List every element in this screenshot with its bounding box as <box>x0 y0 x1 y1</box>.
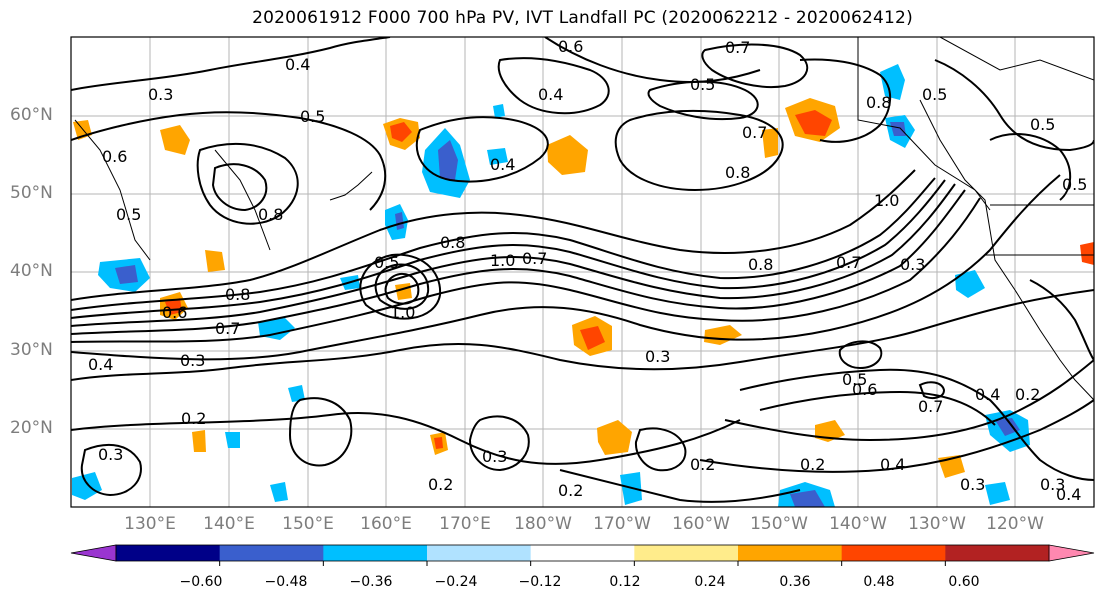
lon-label-160w: 160°W <box>672 514 730 534</box>
contour-label: 0.6 <box>102 147 127 166</box>
contour-label: 0.8 <box>725 163 750 182</box>
lat-label-40n: 40°N <box>10 261 53 281</box>
contour-label: 0.3 <box>1040 475 1065 494</box>
contour-label: 0.2 <box>690 455 715 474</box>
contour-label: 0.7 <box>836 253 861 272</box>
contour-label: 0.7 <box>215 319 240 338</box>
contour-label: 0.5 <box>374 253 399 272</box>
contour-label: 0.3 <box>482 447 507 466</box>
colorbar-tick-label: 0.36 <box>779 574 811 590</box>
coastlines <box>74 37 1094 401</box>
contour-label: 0.4 <box>1056 485 1081 504</box>
contour-label: 0.2 <box>558 481 583 500</box>
lon-label-170w: 170°W <box>593 514 651 534</box>
contour-label: 0.4 <box>285 55 310 74</box>
colorbar-tick-label: 0.48 <box>863 574 895 590</box>
contour-label: 0.3 <box>180 351 205 370</box>
colorbar-tick-label: 0.60 <box>948 574 980 590</box>
contour-label: 0.4 <box>490 155 515 174</box>
lon-label-120w: 120°W <box>986 514 1044 534</box>
lon-label-150e: 150°E <box>282 514 334 534</box>
contour-label: 0.8 <box>225 285 250 304</box>
colorbar-tick-label: −0.12 <box>518 574 562 590</box>
contour-label: 0.6 <box>852 380 877 399</box>
contour-label: 0.5 <box>690 75 715 94</box>
contour-label: 0.6 <box>558 37 583 56</box>
pv-contours <box>71 37 1094 503</box>
contour-label: 0.7 <box>725 38 750 57</box>
contour-label: 1.0 <box>490 251 515 270</box>
lon-label-140e: 140°E <box>203 514 255 534</box>
contour-label-group: 0.4 0.5 0.7 0.3 0.6 0.5 0.4 0.5 0.8 0.5 … <box>88 37 1087 504</box>
lon-label-130e: 130°E <box>124 514 176 534</box>
lat-label-60n: 60°N <box>10 105 53 125</box>
contour-label: 0.3 <box>148 85 173 104</box>
contour-label: 0.3 <box>900 255 925 274</box>
contour-label: 0.4 <box>880 455 905 474</box>
map-frame <box>70 36 1095 508</box>
colorbar-tick-label: −0.60 <box>179 574 223 590</box>
lon-label-180w: 180°W <box>514 514 572 534</box>
contour-label: 0.7 <box>742 123 767 142</box>
contour-label: 0.2 <box>181 409 206 428</box>
contour-label: 0.2 <box>800 455 825 474</box>
contour-label: 0.5 <box>300 107 325 126</box>
lon-label-140w: 140°W <box>829 514 887 534</box>
lat-label-50n: 50°N <box>10 183 53 203</box>
lon-label-150w: 150°W <box>750 514 808 534</box>
lat-label-30n: 30°N <box>10 340 53 360</box>
contour-label: 0.4 <box>538 85 563 104</box>
lon-label-170e: 170°E <box>439 514 491 534</box>
contour-label: 0.2 <box>428 475 453 494</box>
map-title: 2020061912 F000 700 hPa PV, IVT Landfall… <box>252 8 913 28</box>
contour-label: 0.5 <box>922 85 947 104</box>
contour-label: 0.8 <box>258 205 283 224</box>
contour-label: 0.5 <box>1030 115 1055 134</box>
lon-label-130w: 130°W <box>908 514 966 534</box>
colorbar-tick-label: −0.24 <box>434 574 478 590</box>
contour-label: 0.2 <box>1015 385 1040 404</box>
contour-label: 0.3 <box>98 445 123 464</box>
contour-label: 0.8 <box>866 93 891 112</box>
contour-label: 0.8 <box>748 255 773 274</box>
lat-label-20n: 20°N <box>10 418 53 438</box>
lon-label-160e: 160°E <box>360 514 412 534</box>
contour-label: 0.8 <box>440 233 465 252</box>
pv-shading <box>72 64 1094 507</box>
contour-label: 0.7 <box>522 249 547 268</box>
contour-label: 0.3 <box>645 347 670 366</box>
contour-label: 0.5 <box>1062 175 1087 194</box>
colorbar-tick-label: −0.48 <box>264 574 308 590</box>
contour-label: 0.7 <box>918 397 943 416</box>
contour-label: 0.4 <box>975 385 1000 404</box>
contour-label: 0.6 <box>162 303 187 322</box>
colorbar-tick-label: 0.12 <box>609 574 641 590</box>
contour-label: 0.5 <box>116 205 141 224</box>
contour-label: 1.0 <box>874 191 899 210</box>
colorbar-tick-label: 0.24 <box>694 574 726 590</box>
contour-label: 0.5 <box>842 370 867 389</box>
colorbar-tick-label: −0.36 <box>349 574 393 590</box>
contour-label: 0.3 <box>960 475 985 494</box>
contour-label: 1.0 <box>390 303 415 322</box>
contour-label: 0.4 <box>88 355 113 374</box>
